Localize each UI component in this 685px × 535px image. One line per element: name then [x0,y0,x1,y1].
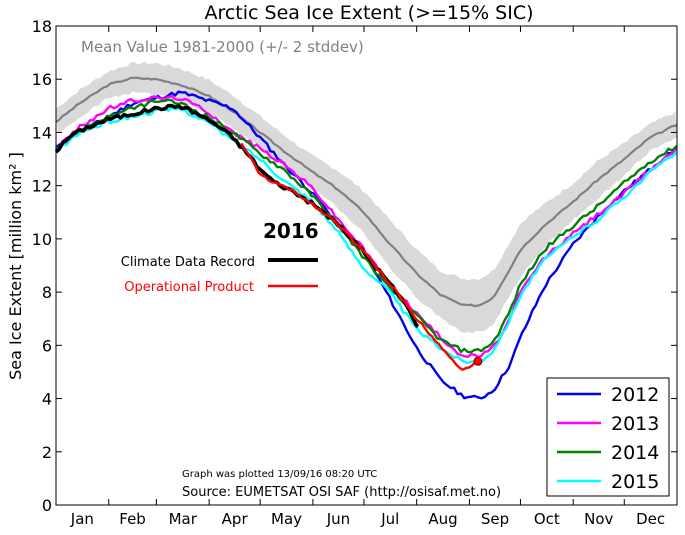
x-month-label: Feb [119,510,146,528]
series-line-2012 [55,90,678,400]
mean-annotation: Mean Value 1981-2000 (+/- 2 stddev) [81,38,364,56]
x-month-label: Jun [326,510,350,528]
mean-stddev-band [56,61,677,334]
legend-2016-cdr-label: Climate Data Record [121,255,255,270]
plotted-annotation: Graph was plotted 13/09/16 08:20 UTC [182,469,377,480]
y-axis-label: Sea Ice Extent [million km² ] [6,152,25,380]
x-month-label: Oct [534,510,560,528]
legend-label-2012: 2012 [611,384,659,406]
legend-box [546,377,670,497]
x-month-label: Nov [584,510,613,528]
x-month-label: Jan [70,510,94,528]
y-tick-label: 2 [42,443,52,462]
x-month-label: Sep [481,510,509,528]
plot-frame [55,25,678,506]
x-month-label: Apr [222,510,249,528]
y-tick-label: 16 [32,70,52,89]
source-annotation: Source: EUMETSAT OSI SAF (http://osisaf.… [182,485,501,500]
x-month-label: Jul [380,510,399,528]
y-tick-label: 8 [42,283,52,302]
legend-label-2013: 2013 [611,413,659,435]
x-month-label: Mar [169,510,198,528]
y-tick-label: 4 [42,390,52,409]
legend-label-2015: 2015 [611,471,659,493]
y-tick-label: 0 [42,496,52,515]
y-tick-label: 12 [32,177,52,196]
mean-line [55,76,678,308]
chart-title: Arctic Sea Ice Extent (>=15% SIC) [204,2,533,24]
x-month-label: Dec [636,510,665,528]
legend-2016-op-label: Operational Product [124,280,254,295]
series-line-2016-operational-product [240,142,478,371]
y-tick-label: 10 [32,230,52,249]
x-month-label: May [271,510,302,528]
y-tick-label: 6 [42,336,52,355]
series-line-2014 [55,98,678,354]
y-tick-label: 18 [32,17,52,36]
legend-2016-title: 2016 [263,219,319,243]
y-tick-label: 14 [32,123,52,142]
legend-label-2014: 2014 [611,442,659,464]
operational-latest-marker [473,356,483,366]
x-month-label: Aug [428,510,457,528]
